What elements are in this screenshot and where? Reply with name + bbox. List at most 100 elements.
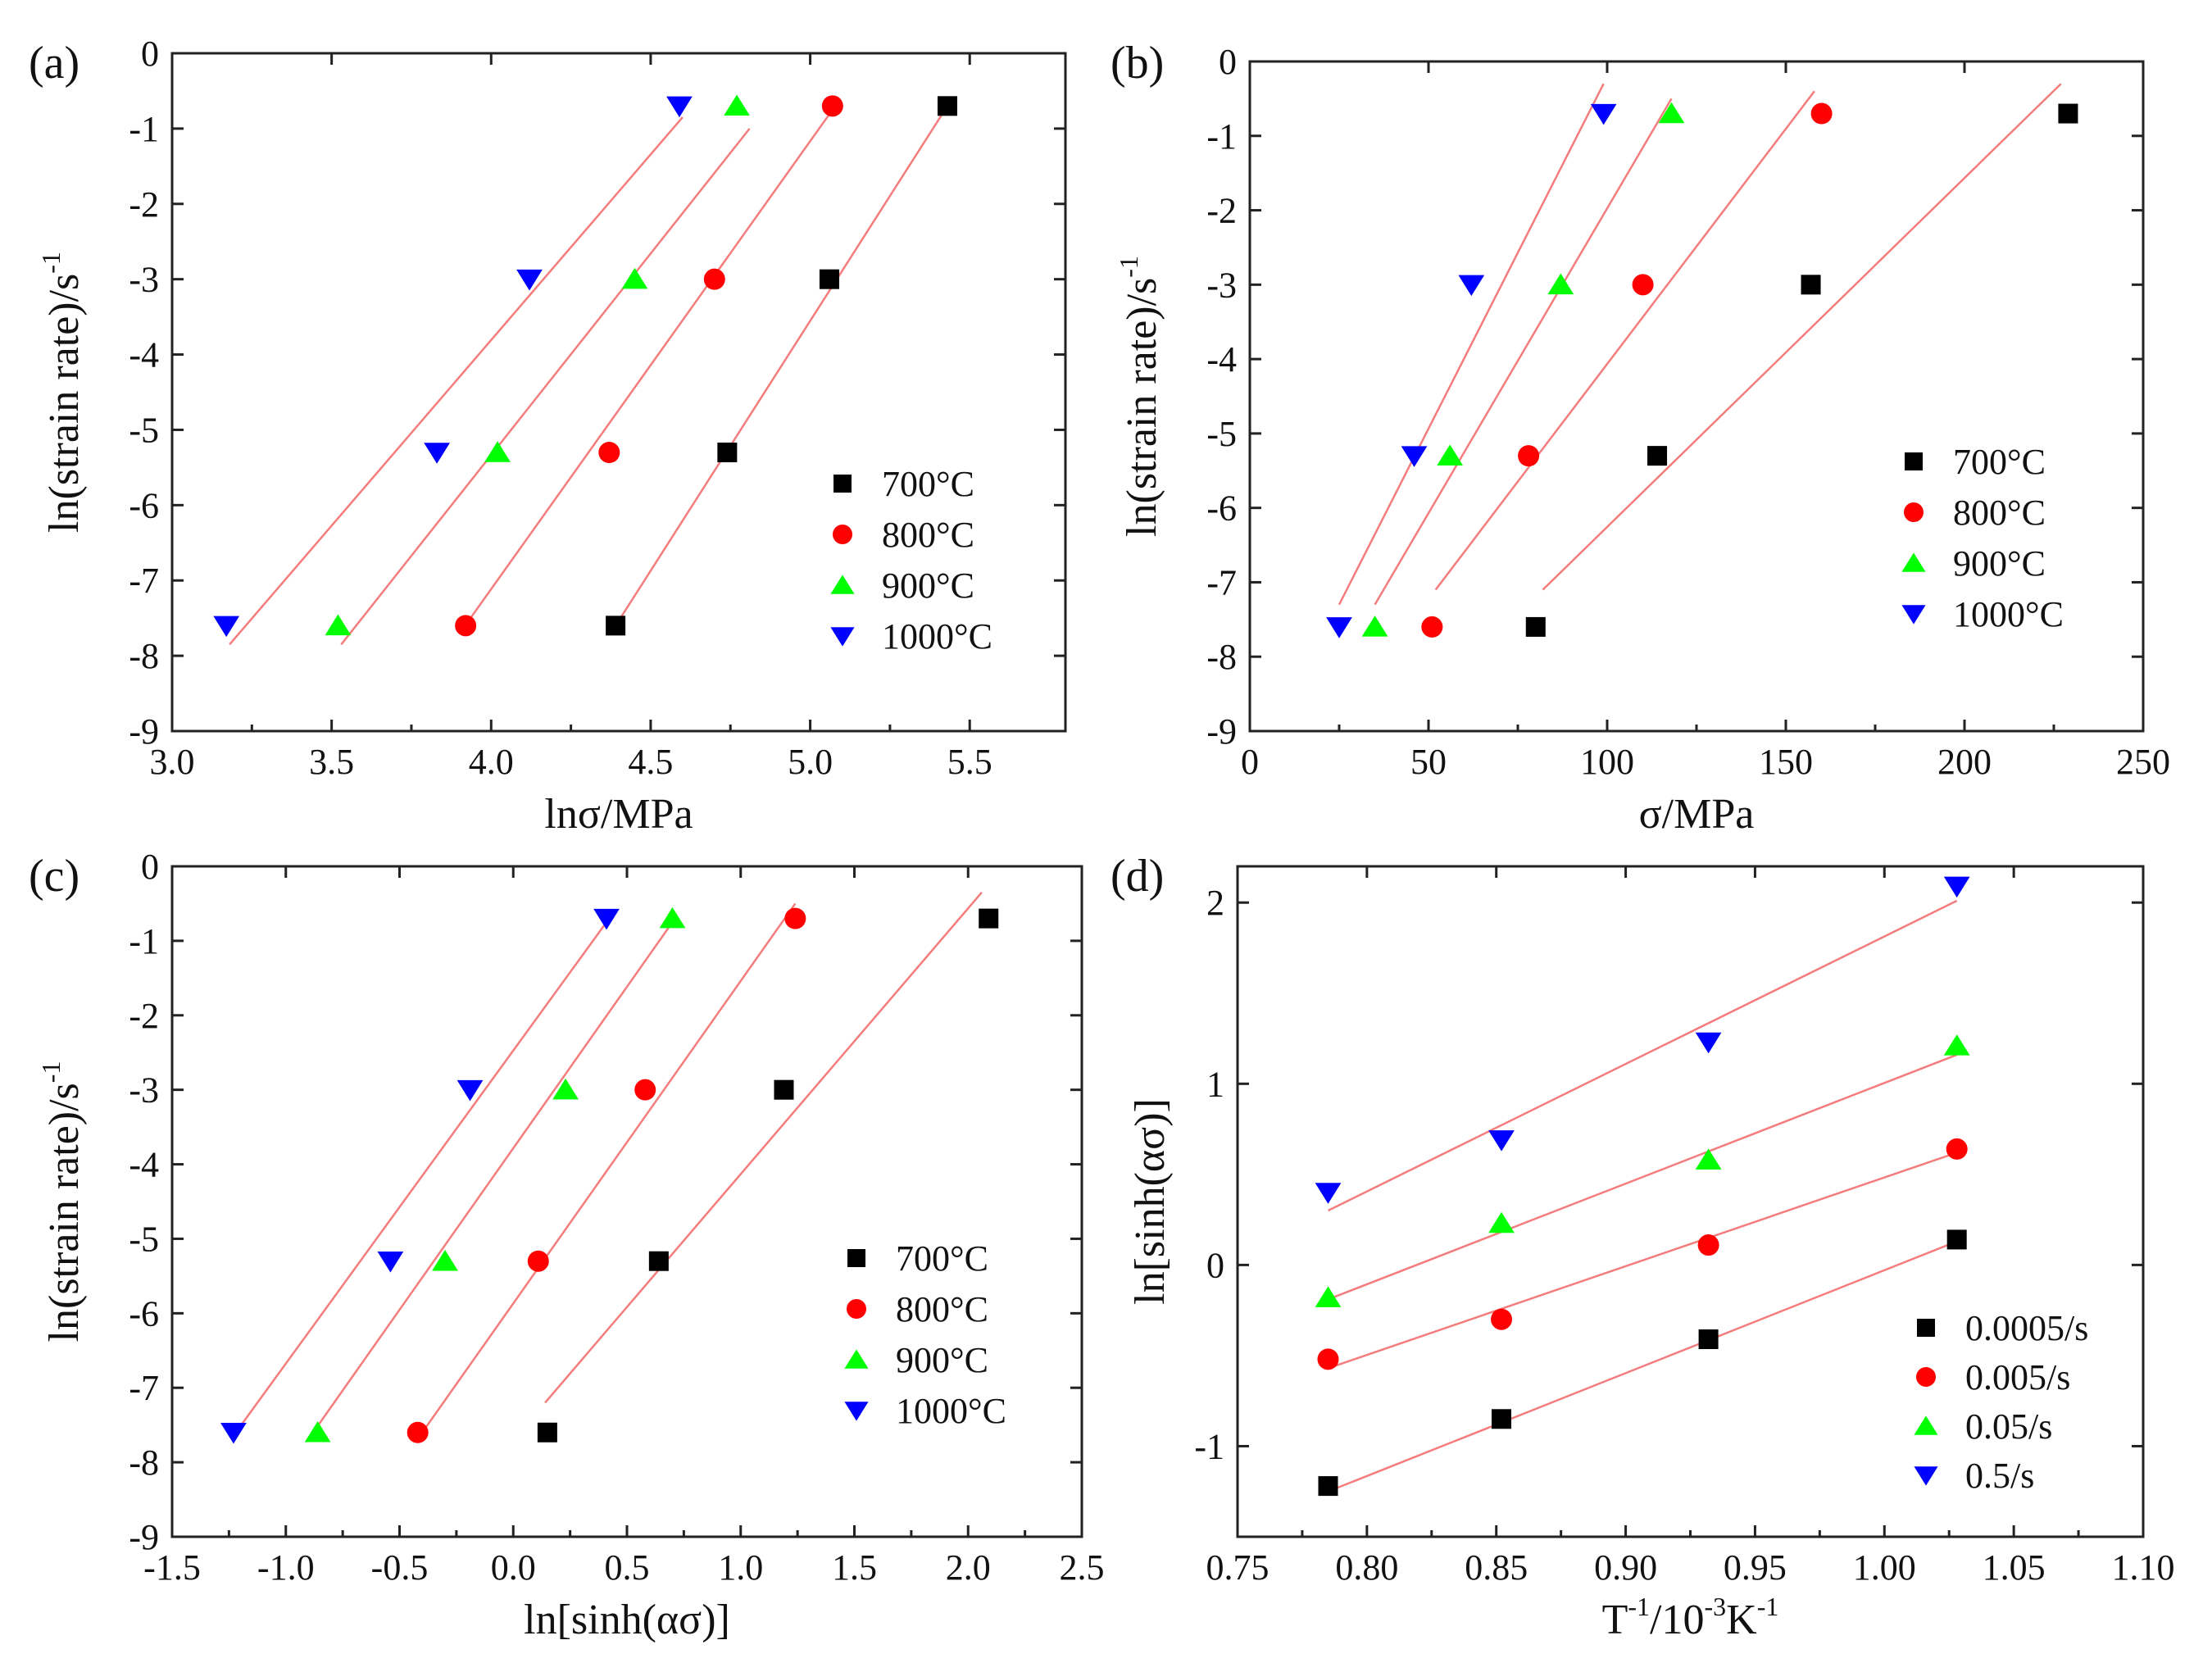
y-tick-label: -8 <box>129 636 159 676</box>
x-label-part: /10 <box>1650 1597 1704 1643</box>
data-point <box>424 443 450 464</box>
x-tick-label: 1.5 <box>832 1547 877 1588</box>
y-tick-label: -9 <box>129 711 159 752</box>
x-label-superscript: -1 <box>1628 1592 1650 1621</box>
plot-frame <box>170 52 1067 733</box>
fit-line <box>461 109 833 630</box>
data-point <box>606 616 626 636</box>
data-point <box>666 96 693 118</box>
x-tick-label: 0.95 <box>1724 1547 1787 1588</box>
fit-line <box>1542 83 2062 591</box>
y-tick-label: -3 <box>129 1070 159 1111</box>
legend-label: 1000°C <box>882 616 992 657</box>
fit-line <box>229 116 684 646</box>
y-label-superscript: -1 <box>36 1061 66 1084</box>
y-label-main: ln(strain rate)/s <box>41 1083 88 1342</box>
panel-a: 3.0 3.5 4.0 4.5 5.0 5.5 0 -1 -2 -3 -4 -5 -6 -7 -8 -9 (a)… <box>29 34 1067 838</box>
legend-marker <box>830 627 855 647</box>
x-tick-label: 1.0 <box>718 1547 763 1588</box>
legend-label: 900°C <box>896 1340 988 1380</box>
data-point <box>1488 1211 1515 1234</box>
y-tick-label: 0 <box>141 847 159 887</box>
data-point <box>1488 1130 1515 1152</box>
legend-marker <box>1916 1367 1936 1387</box>
fit-line <box>312 921 674 1433</box>
data-point <box>325 614 352 636</box>
y-tick-label: -7 <box>129 561 159 601</box>
data-point <box>407 1421 429 1443</box>
y-axis-label: ln(strain rate)/s-1 <box>1114 256 1165 537</box>
data-point <box>1326 617 1352 638</box>
data-point <box>774 1079 794 1100</box>
data-point <box>456 1079 484 1102</box>
data-point <box>1801 275 1821 295</box>
data-point <box>220 1423 247 1444</box>
fit-line <box>1328 1240 1958 1493</box>
x-tick-label: 2.5 <box>1060 1547 1105 1588</box>
y-label-main: ln[sinh(ασ)] <box>1127 1098 1174 1305</box>
legend-marker <box>1901 605 1926 625</box>
fit-line <box>615 105 949 627</box>
data-point <box>703 268 725 290</box>
x-tick-label: 0.0 <box>491 1547 536 1588</box>
legend-marker <box>1905 452 1923 470</box>
data-point <box>1698 1329 1719 1350</box>
legend-marker <box>844 1349 869 1369</box>
fit-line <box>1327 899 1958 1212</box>
x-tick-label: 0.85 <box>1465 1547 1528 1588</box>
fit-line <box>421 902 797 1433</box>
y-axis-label: ln(strain rate)/s-1 <box>36 1061 88 1343</box>
legend-marker <box>833 525 852 544</box>
data-point <box>821 95 843 117</box>
y-tick-label: -7 <box>1206 562 1237 602</box>
data-point <box>1401 446 1428 467</box>
y-tick-label: -8 <box>129 1443 159 1483</box>
fit-line <box>1338 83 1605 606</box>
legend-label: 0.0005/s <box>1965 1308 2088 1348</box>
x-axis-label: σ/MPa <box>1639 791 1755 838</box>
y-tick-label: -3 <box>1206 265 1237 305</box>
data-point <box>1590 103 1617 125</box>
data-point <box>717 443 738 463</box>
y-tick-label: 2 <box>1206 883 1224 923</box>
y-label-main: ln(strain rate)/s <box>41 274 88 533</box>
data-point <box>593 908 620 930</box>
x-tick-label: 1.00 <box>1853 1547 1916 1588</box>
y-label-superscript: -1 <box>36 252 66 274</box>
data-point <box>1695 1032 1722 1054</box>
legend-marker <box>1914 1466 1938 1486</box>
legend-label: 800°C <box>896 1289 988 1329</box>
x-label-part: T <box>1602 1597 1628 1643</box>
fit-line <box>544 891 983 1404</box>
legend-label: 1000°C <box>896 1391 1006 1431</box>
data-point <box>2058 103 2078 124</box>
y-tick-label: -1 <box>1194 1426 1224 1466</box>
y-tick-label: -1 <box>129 109 159 149</box>
x-tick-label: 2.0 <box>946 1547 991 1588</box>
legend-marker <box>1904 502 1924 522</box>
data-point <box>1315 1183 1342 1204</box>
y-tick-label: -5 <box>129 410 159 450</box>
legend-label: 800°C <box>882 515 974 555</box>
y-axis-label: ln[sinh(ασ)] <box>1127 1098 1174 1305</box>
x-tick-label: 250 <box>2116 742 2170 782</box>
panel-label: (b) <box>1111 38 1164 89</box>
legend-label: 1000°C <box>1953 594 2064 634</box>
y-tick-label: -9 <box>1206 711 1237 752</box>
x-tick-label: 150 <box>1759 742 1813 782</box>
x-tick-label: -1.0 <box>257 1547 315 1588</box>
x-tick-label: 5.5 <box>947 742 992 782</box>
data-point <box>1810 102 1833 125</box>
data-point <box>1632 274 1654 296</box>
y-tick-label: -6 <box>129 1293 159 1334</box>
data-point <box>432 1249 458 1271</box>
legend-label: 700°C <box>896 1238 988 1279</box>
panel-d: 0.75 0.80 0.85 0.90 0.95 1.00 1.05 1.10 2 1 0 -1 (d)… <box>1111 851 2175 1643</box>
data-point <box>621 267 648 289</box>
data-point <box>1361 616 1388 637</box>
data-point <box>1695 1148 1722 1170</box>
data-point <box>1317 1348 1339 1370</box>
data-point <box>1491 1308 1513 1330</box>
data-point <box>527 1250 549 1272</box>
data-point <box>1318 1476 1338 1497</box>
